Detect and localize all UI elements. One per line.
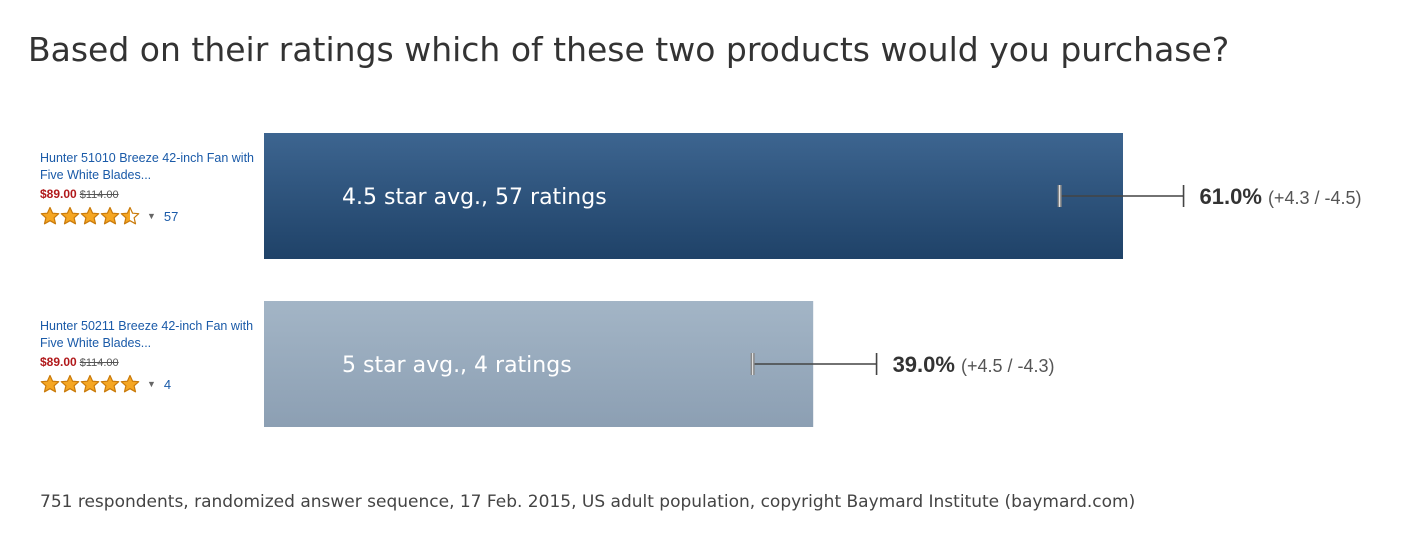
rating-count-link[interactable]: 4	[163, 376, 172, 392]
bar	[264, 301, 814, 427]
star-icon	[40, 374, 60, 393]
rating-line: ▼ 57	[40, 206, 255, 226]
product-name-link[interactable]: Hunter 51010 Breeze 42-inch Fan with Fiv…	[40, 151, 255, 182]
footnote: 751 respondents, randomized answer seque…	[40, 492, 1136, 512]
value-label: 61.0% (+4.3 / -4.5)	[1200, 184, 1362, 209]
star-rating	[40, 206, 140, 226]
star-icon	[60, 374, 80, 393]
star-icon	[100, 206, 120, 225]
chart-title: Based on their ratings which of these tw…	[28, 30, 1230, 69]
product-card-1: Hunter 51010 Breeze 42-inch Fan with Fiv…	[40, 150, 255, 226]
star-icon	[100, 374, 120, 393]
price-line: $89.00 $114.00	[40, 187, 255, 202]
rating-line: ▼ 4	[40, 374, 255, 394]
chevron-down-icon[interactable]: ▼	[147, 211, 156, 221]
star-icon	[120, 206, 140, 225]
star-icon	[60, 206, 80, 225]
product-name-link[interactable]: Hunter 50211 Breeze 42-inch Fan with Fiv…	[40, 319, 254, 350]
star-icon	[80, 374, 100, 393]
price: $89.00	[40, 187, 77, 201]
bar	[264, 133, 1123, 259]
old-price: $114.00	[79, 357, 119, 369]
price: $89.00	[40, 355, 77, 369]
bar-category-label: 4.5 star avg., 57 ratings	[342, 185, 607, 210]
chevron-down-icon[interactable]: ▼	[147, 379, 156, 389]
product-card-2: Hunter 50211 Breeze 42-inch Fan with Fiv…	[40, 318, 255, 394]
star-rating	[40, 374, 140, 394]
bar-category-label: 5 star avg., 4 ratings	[342, 353, 572, 378]
value-label: 39.0% (+4.5 / -4.3)	[893, 352, 1055, 377]
star-icon	[120, 374, 140, 393]
star-icon	[40, 206, 60, 225]
price-line: $89.00 $114.00	[40, 355, 255, 370]
bar-chart: 4.5 star avg., 57 ratings 61.0% (+4.3 / -4…	[264, 133, 1362, 427]
error-bar	[1057, 185, 1185, 207]
error-bar	[750, 353, 878, 375]
old-price: $114.00	[79, 189, 119, 201]
rating-count-link[interactable]: 57	[163, 208, 179, 224]
star-icon	[80, 206, 100, 225]
